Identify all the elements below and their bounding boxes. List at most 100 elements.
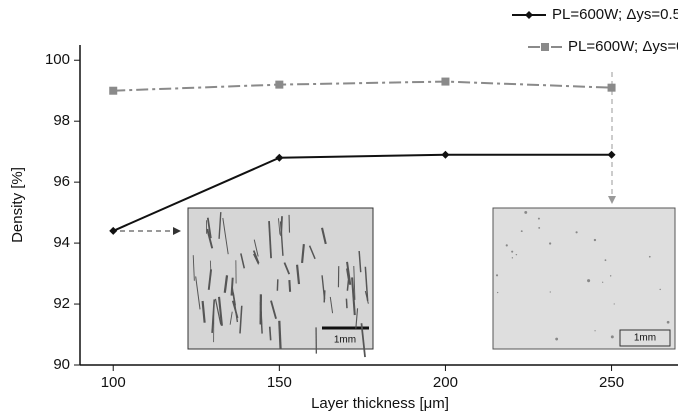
y-tick-label: 92: [53, 295, 70, 312]
texture: [520, 230, 523, 233]
texture: [549, 242, 552, 245]
texture: [593, 238, 597, 242]
texture: [217, 296, 223, 326]
series-line: [113, 80, 612, 92]
marker: [275, 153, 284, 162]
texture: [346, 261, 352, 285]
y-tick-label: 90: [53, 356, 70, 373]
x-tick-label: 150: [267, 374, 292, 391]
texture: [505, 244, 508, 247]
texture: [230, 277, 234, 296]
texture: [253, 239, 259, 257]
texture: [537, 217, 540, 220]
texture: [192, 255, 195, 281]
legend-label: PL=600W; Δys=0.5mm; L=10mm: [568, 38, 678, 55]
micrograph: [492, 207, 676, 350]
texture: [239, 305, 243, 334]
texture: [270, 300, 277, 320]
legend-label: PL=600W; Δys=0.5mm; L=5mm: [552, 6, 678, 23]
texture: [360, 323, 366, 358]
texture: [280, 216, 283, 236]
texture: [301, 244, 305, 264]
texture: [206, 228, 214, 249]
texture: [549, 291, 551, 293]
texture: [538, 226, 541, 229]
texture: [602, 281, 604, 283]
texture: [495, 274, 499, 277]
marker: [607, 150, 616, 159]
texture: [364, 266, 369, 301]
texture: [223, 275, 229, 293]
x-tick-label: 250: [599, 374, 624, 391]
texture: [610, 335, 614, 339]
texture: [209, 260, 212, 276]
x-tick-label: 100: [101, 374, 126, 391]
texture: [268, 221, 272, 259]
y-tick-label: 98: [53, 112, 70, 129]
texture: [355, 308, 359, 329]
marker: [441, 150, 450, 159]
texture: [524, 210, 528, 214]
texture: [308, 245, 316, 260]
texture: [329, 296, 334, 314]
texture: [288, 279, 292, 292]
texture: [613, 303, 615, 305]
texture: [218, 212, 222, 239]
texture: [511, 257, 514, 259]
marker: [441, 77, 450, 86]
texture: [214, 298, 222, 325]
texture: [195, 276, 201, 310]
texture: [515, 253, 518, 256]
x-axis-label: Layer thickness [μm]: [311, 395, 449, 412]
texture: [364, 290, 369, 304]
scale-box: [619, 329, 671, 347]
texture: [351, 277, 356, 316]
scale-label: 1mm: [334, 335, 356, 346]
texture: [201, 300, 206, 323]
x-tick-label: 200: [433, 374, 458, 391]
marker: [109, 86, 118, 95]
texture: [206, 217, 212, 239]
texture: [496, 291, 499, 294]
texture: [321, 227, 327, 245]
texture: [211, 299, 216, 334]
texture: [353, 265, 356, 300]
texture: [231, 287, 239, 323]
texture: [587, 279, 591, 283]
texture: [321, 275, 326, 300]
texture: [346, 280, 350, 291]
marker: [109, 226, 118, 235]
insets: 1mm 1mm: [120, 72, 676, 358]
marker: [607, 83, 616, 92]
marker: [275, 80, 284, 89]
texture: [345, 298, 348, 309]
texture: [511, 250, 514, 253]
y-tick-label: 94: [53, 234, 70, 251]
y-tick-label: 96: [53, 173, 70, 190]
scale-label: 1mm: [634, 333, 656, 344]
y-axis-label: Density [%]: [9, 167, 26, 243]
marker: [525, 11, 533, 19]
texture: [229, 311, 233, 325]
texture: [240, 253, 246, 269]
texture: [609, 275, 612, 277]
texture: [268, 326, 272, 341]
texture: [594, 330, 596, 332]
texture: [604, 259, 607, 262]
y-tick-label: 100: [45, 51, 70, 68]
series-line: [112, 153, 612, 232]
texture: [295, 264, 301, 285]
texture: [659, 288, 661, 291]
texture: [252, 250, 260, 264]
texture: [358, 250, 362, 273]
texture: [222, 217, 229, 255]
texture: [648, 255, 651, 258]
marker: [541, 43, 549, 51]
texture: [575, 231, 578, 234]
texture: [283, 262, 291, 275]
texture: [278, 320, 282, 350]
texture: [278, 218, 281, 235]
texture: [555, 337, 559, 341]
texture: [666, 320, 670, 324]
